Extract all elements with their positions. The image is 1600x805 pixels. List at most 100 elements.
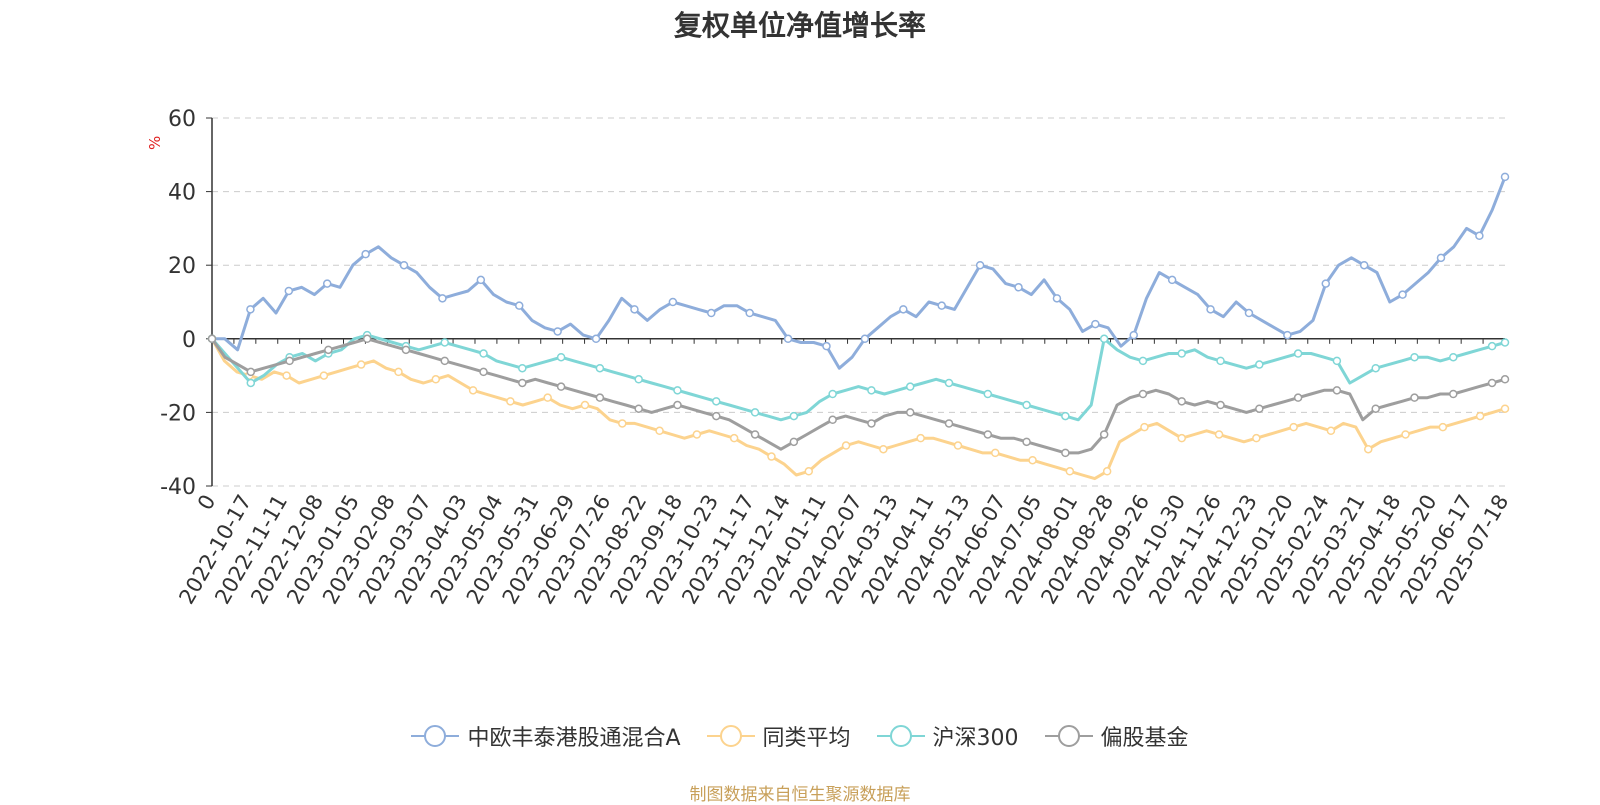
data-point	[1326, 426, 1336, 436]
source-note: 制图数据来自恒生聚源数据库	[689, 785, 911, 805]
data-point	[1401, 430, 1410, 439]
data-point	[1138, 356, 1148, 366]
legend-marker-icon	[876, 724, 925, 748]
data-point	[591, 334, 601, 344]
data-point	[1014, 283, 1023, 292]
legend-item[interactable]: 偏股基金	[1044, 720, 1189, 752]
data-point	[1371, 404, 1380, 413]
series-2	[207, 330, 1510, 422]
data-point	[1475, 231, 1484, 241]
y-tick-label: 40	[168, 181, 196, 206]
data-point	[789, 411, 799, 421]
data-point	[284, 286, 294, 296]
series-0	[207, 172, 1510, 370]
data-point	[673, 400, 682, 410]
data-point	[394, 367, 403, 377]
data-point	[514, 301, 524, 310]
data-point	[468, 386, 478, 395]
data-point	[879, 444, 888, 454]
legend-item[interactable]: 中欧丰泰港股通混合A	[411, 720, 681, 752]
data-point	[285, 356, 294, 366]
data-point	[1177, 433, 1186, 443]
data-point	[712, 397, 721, 406]
data-point	[767, 452, 776, 461]
data-point	[1022, 400, 1031, 410]
legend-label: 同类平均	[762, 726, 851, 751]
data-point	[1436, 253, 1446, 263]
legend-label: 中欧丰泰港股通混合A	[467, 726, 681, 751]
data-point	[282, 371, 291, 380]
legend-marker-icon	[706, 724, 755, 748]
data-point	[953, 441, 963, 450]
data-point	[207, 334, 217, 344]
data-point	[1321, 279, 1331, 288]
data-point	[1500, 172, 1510, 182]
x-tick-label: 0	[193, 491, 220, 515]
data-point	[1289, 422, 1298, 432]
legend-marker-icon	[1044, 724, 1093, 748]
data-point	[361, 249, 370, 259]
data-point	[692, 430, 702, 439]
data-point	[916, 433, 925, 443]
data-point	[1371, 363, 1380, 373]
data-point	[1500, 338, 1510, 347]
legend-item[interactable]: 沪深300	[876, 720, 1019, 752]
data-point	[750, 408, 760, 417]
data-point	[246, 305, 255, 314]
data-point	[543, 393, 552, 402]
data-point	[618, 419, 627, 428]
data-point	[1410, 352, 1419, 362]
data-point	[1244, 308, 1254, 318]
data-point	[1091, 319, 1100, 329]
data-point	[1206, 305, 1215, 314]
data-point	[1022, 437, 1031, 447]
data-point	[319, 371, 329, 380]
data-point	[899, 305, 908, 314]
legend-label: 偏股基金	[1100, 726, 1189, 751]
y-tick-label: -20	[160, 401, 196, 426]
data-point	[1099, 430, 1109, 439]
series-3	[207, 334, 1510, 458]
data-point	[1140, 422, 1149, 432]
data-point	[673, 386, 682, 395]
data-point	[804, 467, 814, 476]
data-point	[595, 393, 605, 402]
data-point	[438, 294, 447, 303]
data-point	[1363, 444, 1373, 454]
data-point	[431, 375, 441, 384]
data-point	[983, 389, 993, 399]
data-point	[1252, 433, 1261, 443]
data-point	[518, 378, 527, 388]
data-point	[1332, 356, 1342, 366]
data-point	[479, 367, 488, 377]
data-point	[401, 345, 411, 355]
data-point	[867, 386, 876, 395]
data-point	[1129, 330, 1138, 340]
data-point	[905, 382, 915, 391]
legend-marker-icon	[411, 724, 460, 748]
data-point	[476, 275, 486, 285]
legend: 中欧丰泰港股通混合A 同类平均 沪深300 偏股基金	[0, 720, 1600, 752]
data-point	[1475, 411, 1485, 421]
data-point	[634, 375, 643, 384]
data-point	[556, 382, 566, 391]
legend-item[interactable]: 同类平均	[706, 720, 851, 752]
data-point	[905, 408, 915, 417]
data-point	[1255, 360, 1264, 369]
series-line	[210, 337, 1506, 455]
data-point	[556, 352, 566, 362]
data-point	[1255, 404, 1264, 413]
data-point	[1061, 448, 1070, 458]
data-point	[944, 419, 954, 428]
data-point	[1216, 356, 1225, 366]
data-point	[1293, 349, 1303, 358]
data-point	[867, 419, 876, 428]
data-point	[440, 356, 449, 366]
data-point	[668, 297, 678, 307]
data-point	[1283, 330, 1292, 340]
data-point	[789, 437, 799, 447]
data-point	[1177, 397, 1186, 406]
data-point	[1449, 389, 1458, 399]
data-point	[1398, 290, 1407, 299]
data-point	[828, 415, 837, 425]
